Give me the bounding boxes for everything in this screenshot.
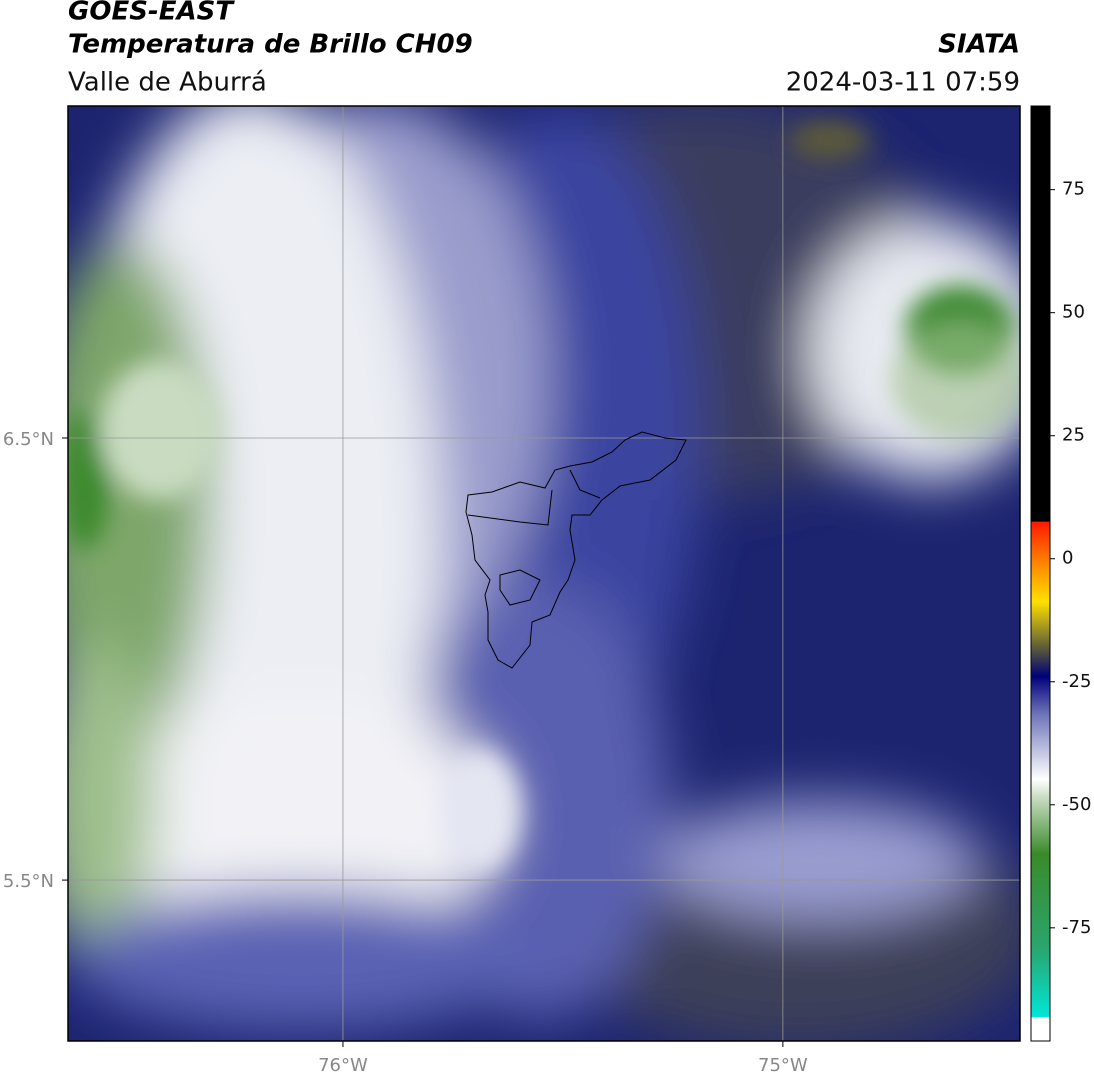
colorbar-frame: [1030, 105, 1051, 1042]
lon-tick-label: 76°W: [318, 1055, 368, 1076]
subtitle: Temperatura de Brillo CH09: [68, 30, 473, 60]
graticule: [68, 106, 1020, 1041]
lat-tick-label: 6.5°N: [3, 429, 54, 450]
basin-outline: [465, 431, 687, 669]
colorbar-tick-label: -50: [1062, 794, 1091, 815]
source: SIATA: [938, 30, 1020, 60]
title: GOES-EAST: [68, 0, 235, 27]
region: Valle de Aburrá: [68, 68, 267, 98]
satellite-image: [68, 106, 1020, 1041]
lat-tick-label: 5.5°N: [3, 871, 54, 892]
colorbar-tick-label: 50: [1062, 302, 1085, 323]
colorbar-tick-label: -25: [1062, 671, 1091, 692]
colorbar-tick-label: 0: [1062, 548, 1073, 569]
lon-tick-label: 75°W: [758, 1055, 808, 1076]
colorbar: [1031, 106, 1050, 1041]
datetime: 2024-03-11 07:59: [786, 68, 1020, 98]
colorbar-tick-label: 75: [1062, 179, 1085, 200]
colorbar-tick-label: -75: [1062, 917, 1091, 938]
map-frame: [67, 105, 1021, 1042]
colorbar-tick-label: 25: [1062, 425, 1085, 446]
